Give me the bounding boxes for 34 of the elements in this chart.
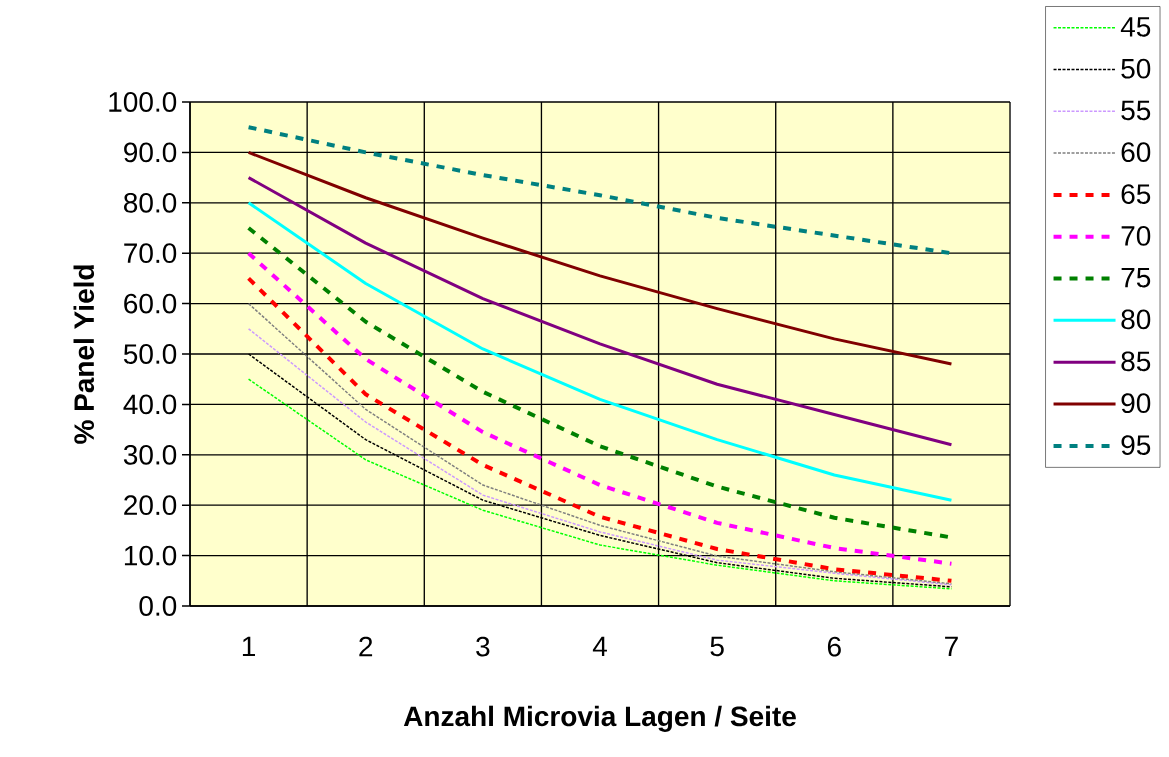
y-tick-label: 0.0 [139,596,177,616]
y-tick-label: 70.0 [124,243,177,264]
y-tick-label: 50.0 [123,344,177,364]
y-tick-label: 30.0 [123,444,177,465]
legend-label: 55 [1121,100,1151,121]
y-tick-label: 20.0 [124,495,177,516]
x-tick-label: 2 [359,636,373,657]
legend-label: 45 [1120,17,1151,37]
y-tick-label: 100.0 [109,92,177,112]
y-tick-label: 40.0 [123,394,177,415]
legend-label: 50 [1121,58,1151,79]
y-axis-title: % Panel Yield [73,265,95,444]
legend-label: 60 [1121,142,1151,163]
legend-label: 85 [1121,351,1151,372]
legend-label: 75 [1121,267,1151,288]
y-tick-label: 60.0 [124,293,177,314]
y-tick-label: 80.0 [124,192,177,213]
legend-label: 65 [1121,184,1151,204]
line-series [247,150,953,366]
x-tick-label: 6 [827,636,841,657]
x-tick-label: 3 [476,636,490,657]
line-series [247,201,953,502]
legend-label: 90 [1121,393,1151,414]
x-tick-label: 7 [945,636,958,656]
x-tick-label: 1 [242,636,255,656]
legend-label: 80 [1121,309,1151,330]
line-series [247,176,953,447]
x-tick-label: 4 [592,636,607,656]
legend-label: 70 [1121,226,1151,246]
legend-label: 95 [1121,435,1151,455]
y-tick-label: 90.0 [124,142,177,163]
x-axis-title: Anzahl Microvia Lagen / Seite [403,705,796,732]
x-tick-label: 5 [710,636,724,657]
y-tick-label: 10.0 [124,545,177,566]
